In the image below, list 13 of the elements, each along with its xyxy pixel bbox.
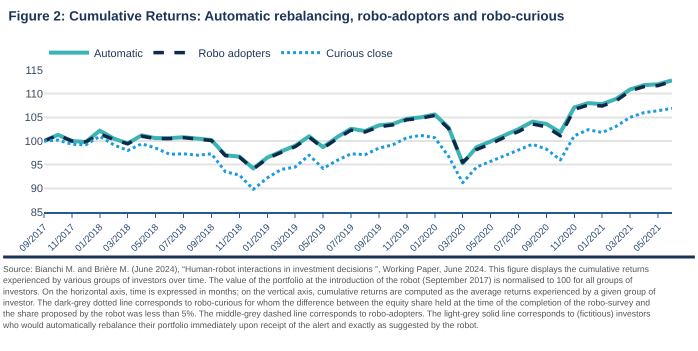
line-series [44, 106, 672, 191]
legend-label: Curious close [326, 48, 393, 60]
chart-title: Figure 2: Cumulative Returns: Automatic rebalancing, robo-adoptors and robo-curious [8, 8, 564, 24]
legend-label: Robo adopters [198, 48, 272, 60]
y-tick-label: 115 [25, 64, 43, 77]
y-tick-label: 90 [30, 183, 43, 196]
y-tick-label: 95 [30, 160, 43, 172]
y-tick-label: 110 [25, 88, 43, 101]
y-tick-label: 100 [24, 136, 43, 148]
legend-label: Automatic [94, 48, 144, 60]
source-note: Source: Bianchi M. and Brière M. (June 2024), “Human-robot interactions in investment decisions ”, Working Paper, June 2024. This figure displays the cumulative returns experienced by various groups of investors over time. The value of the portfolio at the introduction of the robot (September 2017) is normalised to 100 for all groups of investors. On the horizontal axis, time is expressed in months; on the vertical axis, cumulative returns are computed as the average returns experienced by a given group of investor. The dark-grey dotted line corresponds to robo-curious for whom the difference between the equity share held at the time of the completion of the robo-survey and the share proposed by the robot was less than 5%. The middle-grey dashed line corresponds to robo-adopters. The light-grey solid line corresponds to (fictitious) investors who would automatically rebalance their portfolio immediately upon receipt of the alert and exactly as suggested by the robot. [2, 264, 656, 330]
y-tick-label: 105 [24, 112, 43, 124]
y-tick-label: 85 [30, 206, 43, 219]
